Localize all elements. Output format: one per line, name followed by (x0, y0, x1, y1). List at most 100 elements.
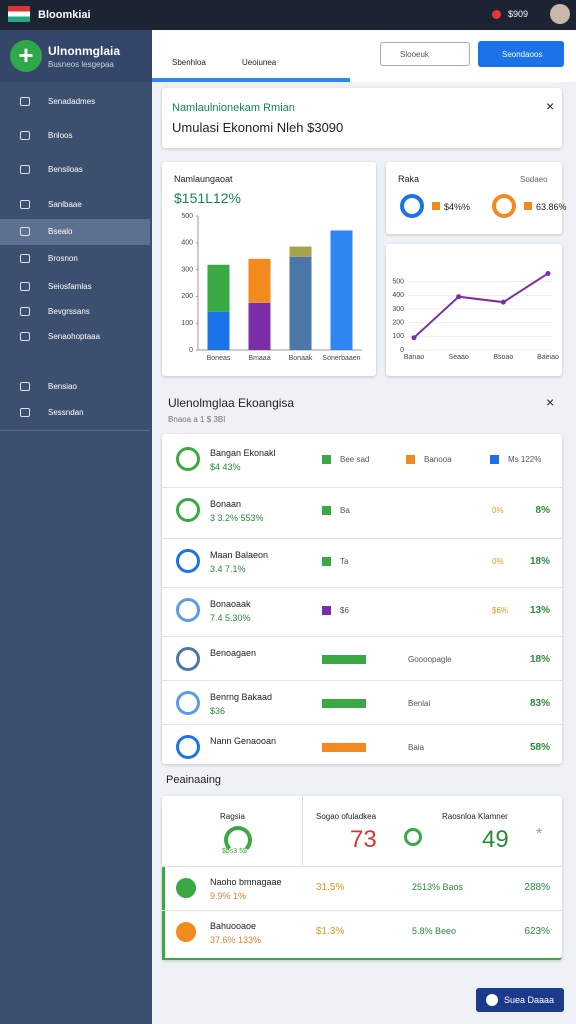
summary-title: Peainaaing (166, 774, 222, 786)
row-value: 83% (529, 698, 550, 709)
divider (0, 430, 150, 431)
x-tick-label: Bonaak (289, 355, 313, 362)
y-tick-label: 300 (392, 306, 404, 313)
row-value: 18% (529, 654, 550, 665)
y-tick-label: 500 (392, 279, 404, 286)
avatar[interactable] (550, 4, 570, 24)
summary-header: Raosnloa Klamner (442, 812, 508, 821)
nav-item[interactable]: Senadadmes (48, 97, 96, 106)
row-sub: $4 43% (210, 462, 241, 472)
star[interactable]: * (536, 826, 543, 843)
nav-item[interactable]: Seiosfamlas (48, 282, 92, 291)
x-tick-label: Baeiao (537, 354, 559, 361)
row-sub: 37.6% 133% (210, 935, 262, 945)
tab[interactable]: Sbenhloa (172, 58, 206, 67)
gauge-label: $bs3 5$ (222, 848, 247, 855)
row-name: Bangan Ekonakl (210, 448, 276, 458)
tag-swatch (322, 699, 366, 708)
bar (207, 264, 230, 312)
sidebar-logo: + (10, 40, 42, 72)
nav-icon (20, 408, 30, 417)
row-name: Bonaoaak (210, 599, 251, 609)
tag: Ba (340, 506, 350, 515)
close[interactable]: × (546, 394, 555, 410)
nav-item[interactable]: Senaohoptaaa (48, 332, 101, 341)
tab-indicator (152, 78, 350, 82)
bar (248, 302, 271, 350)
x-tick-label: Banao (404, 354, 424, 361)
nav-item[interactable]: Sanlbaae (48, 200, 82, 209)
divider (302, 796, 303, 866)
nav-item[interactable]: Bensiloas (48, 165, 83, 174)
tag-swatch (406, 455, 415, 464)
nav-icon (20, 282, 30, 291)
row-icon (176, 447, 200, 471)
row-icon (176, 647, 200, 671)
row-sub: 3.4 7.1% (210, 564, 246, 574)
bar (330, 230, 353, 350)
nav-active (0, 219, 150, 245)
donut (492, 194, 516, 218)
row-icon (176, 922, 196, 942)
tag: $6 (340, 606, 349, 615)
row-value: 18% (529, 556, 550, 567)
x-tick-label: Seaao (449, 354, 469, 361)
list-card (162, 434, 562, 764)
close[interactable]: × (546, 98, 555, 114)
nav-item[interactable]: Bevgrssans (48, 307, 90, 316)
row-value: 13% (529, 605, 550, 616)
tag-swatch (322, 655, 366, 664)
nav-item[interactable]: Sessndan (48, 408, 84, 417)
tag: Benlai (408, 699, 431, 708)
line-card (386, 244, 562, 376)
nav-icon (20, 97, 30, 106)
cell: 5.8% Beeo (412, 926, 457, 936)
divider (162, 910, 562, 911)
brand: Bloomkiai (38, 9, 91, 21)
donut-label: $4%% (444, 202, 471, 212)
charts: 0 100 200 300 400 500 Boneas Bmaaa Bonaak Sonerba… (181, 213, 559, 362)
tag-swatch (490, 455, 499, 464)
alert-title: Namlaulnionekam Rmian (172, 102, 295, 114)
tab[interactable]: Ueoiunea (242, 58, 277, 67)
y-tick-label: 0 (400, 347, 404, 354)
row-icon (176, 691, 200, 715)
search-box[interactable] (380, 42, 470, 66)
nav-icon (20, 165, 30, 174)
cell: 2513% Baos (412, 882, 464, 892)
x-tick-label: Bsoao (493, 354, 513, 361)
sidebar-subtitle: Busneos lesgepaa (48, 60, 114, 69)
row-icon (176, 878, 196, 898)
summary-card (162, 796, 562, 960)
row-name: Nann Genaooan (210, 736, 277, 746)
donut-link[interactable]: Sodaeo (520, 175, 548, 184)
y-tick-label: 400 (392, 292, 404, 299)
y-tick-label: 200 (392, 320, 404, 327)
nav-icon (20, 307, 30, 316)
logo (8, 6, 30, 22)
row-name: Naoho bmnagaae (210, 877, 282, 887)
gauge (224, 826, 252, 854)
nav-item[interactable]: Bensiao (48, 382, 77, 391)
notify[interactable] (492, 10, 501, 19)
divider (162, 724, 562, 725)
nav-item[interactable]: Brosnon (48, 254, 78, 263)
nav-item[interactable]: Bsealo (48, 227, 73, 236)
tag-swatch (322, 606, 331, 615)
sidebar-title: Ulnonmglaia (48, 44, 121, 58)
tag: $6% (492, 606, 509, 615)
x-tick-label: Sonerbaaen (322, 355, 360, 362)
row-icon (176, 498, 200, 522)
row-name: Benoagaen (210, 648, 257, 658)
bar (289, 246, 312, 257)
swatch (524, 202, 532, 210)
user-balance: $909 (508, 9, 529, 19)
action-button[interactable] (478, 41, 564, 67)
nav-item[interactable]: Bnloos (48, 131, 73, 140)
nav-icon (20, 131, 30, 140)
icon (404, 828, 422, 846)
y-tick-label: 0 (189, 347, 193, 354)
tag: Ta (340, 557, 349, 566)
cell: 288% (524, 882, 550, 893)
